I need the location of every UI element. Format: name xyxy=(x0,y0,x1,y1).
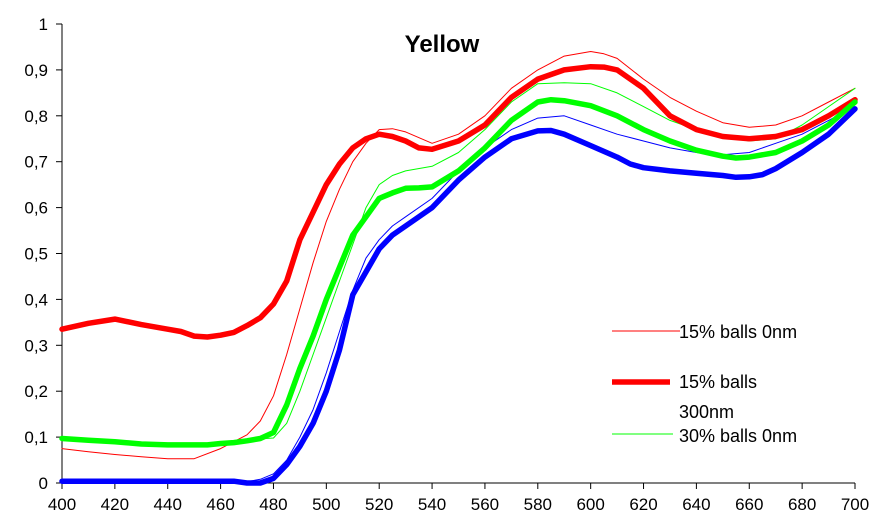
y-tick-label: 0,7 xyxy=(24,153,48,172)
x-tick-label: 460 xyxy=(206,495,234,514)
y-tick-label: 0,1 xyxy=(24,428,48,447)
x-tick-label: 500 xyxy=(312,495,340,514)
x-tick-label: 520 xyxy=(365,495,393,514)
y-tick-label: 1 xyxy=(39,15,48,34)
y-tick-label: 0 xyxy=(39,474,48,493)
x-tick-label: 560 xyxy=(471,495,499,514)
y-tick-label: 0,6 xyxy=(24,199,48,218)
legend-label-15-balls-300nm-line2: 300nm xyxy=(679,402,734,422)
series-line-unlabeled-5 xyxy=(59,106,858,486)
x-tick-label: 540 xyxy=(418,495,446,514)
y-tick-label: 0,4 xyxy=(24,290,48,309)
legend-label-15-balls-300nm: 15% balls xyxy=(679,372,757,392)
legend: 15% balls 0nm 15% balls 300nm 30% balls … xyxy=(612,322,797,446)
x-tick-label: 680 xyxy=(788,495,816,514)
series-line-30-balls-300nm xyxy=(59,96,858,448)
x-tick-label: 660 xyxy=(735,495,763,514)
x-tick-label: 600 xyxy=(576,495,604,514)
y-tick-label: 0,3 xyxy=(24,336,48,355)
legend-label-15-balls-0nm: 15% balls 0nm xyxy=(679,322,797,342)
series-line-15-balls-300nm xyxy=(59,63,858,340)
x-tick-label: 440 xyxy=(154,495,182,514)
plot-area: 0 0,1 0,2 0,3 0,4 0,5 0,6 0,7 0,8 0,9 1 400 420 440 46… xyxy=(24,15,869,514)
x-tick-label: 580 xyxy=(524,495,552,514)
x-tick-label: 640 xyxy=(682,495,710,514)
x-tick-label: 400 xyxy=(48,495,76,514)
x-tick-label: 620 xyxy=(629,495,657,514)
y-tick-label: 0,5 xyxy=(24,245,48,264)
x-tick-label: 420 xyxy=(101,495,129,514)
series-line-15-balls-0nm xyxy=(61,51,856,460)
y-tick-label: 0,8 xyxy=(24,107,48,126)
x-tick-label: 700 xyxy=(841,495,869,514)
x-tick-label: 480 xyxy=(259,495,287,514)
y-tick-label: 0,2 xyxy=(24,382,48,401)
chart-title: Yellow xyxy=(405,31,480,58)
y-tick-label: 0,9 xyxy=(24,61,48,80)
legend-label-30-balls-0nm: 30% balls 0nm xyxy=(679,426,797,446)
